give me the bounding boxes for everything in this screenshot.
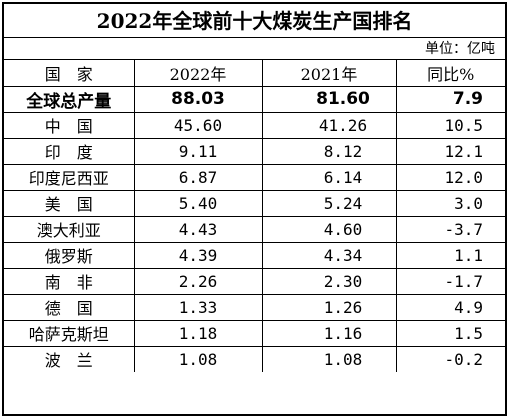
yoy-cell: -3.7 bbox=[396, 216, 505, 243]
value-2021-cell: 1.08 bbox=[262, 346, 397, 372]
yoy-cell: 1.5 bbox=[396, 320, 505, 347]
total-row: 全球总产量 88.03 81.60 7.9 bbox=[4, 86, 505, 113]
yoy-cell: 12.1 bbox=[396, 138, 505, 165]
total-name: 全球总产量 bbox=[4, 86, 135, 113]
table-row: 印 度 9.11 8.12 12.1 bbox=[4, 138, 505, 165]
value-2022-cell: 1.18 bbox=[134, 320, 263, 347]
total-2021: 81.60 bbox=[262, 86, 397, 113]
table-row: 中 国 45.60 41.26 10.5 bbox=[4, 112, 505, 139]
yoy-cell: 3.0 bbox=[396, 190, 505, 217]
table-row: 俄罗斯 4.39 4.34 1.1 bbox=[4, 242, 505, 269]
table-row: 印度尼西亚 6.87 6.14 12.0 bbox=[4, 164, 505, 191]
value-2022-cell: 5.40 bbox=[134, 190, 263, 217]
table-row: 德 国 1.33 1.26 4.9 bbox=[4, 294, 505, 321]
value-2021-cell: 1.16 bbox=[262, 320, 397, 347]
header-2022: 2022年 bbox=[134, 60, 263, 87]
yoy-cell: 1.1 bbox=[396, 242, 505, 269]
value-2021-cell: 6.14 bbox=[262, 164, 397, 191]
country-cell: 印度尼西亚 bbox=[4, 164, 135, 191]
unit-label: 单位：亿吨 bbox=[4, 38, 505, 60]
yoy-cell: -1.7 bbox=[396, 268, 505, 295]
value-2021-cell: 4.60 bbox=[262, 216, 397, 243]
country-cell: 美 国 bbox=[4, 190, 135, 217]
value-2022-cell: 9.11 bbox=[134, 138, 263, 165]
country-cell: 中 国 bbox=[4, 112, 135, 139]
country-cell: 德 国 bbox=[4, 294, 135, 321]
value-2021-cell: 2.30 bbox=[262, 268, 397, 295]
value-2022-cell: 4.43 bbox=[134, 216, 263, 243]
value-2021-cell: 4.34 bbox=[262, 242, 397, 269]
total-2022: 88.03 bbox=[134, 86, 263, 113]
table-title: 2022年全球前十大煤炭生产国排名 bbox=[4, 4, 505, 38]
yoy-cell: -0.2 bbox=[444, 349, 483, 369]
country-cell: 波 兰 bbox=[4, 346, 135, 372]
country-cell: 印 度 bbox=[4, 138, 135, 165]
value-2022-cell: 6.87 bbox=[134, 164, 263, 191]
header-2021: 2021年 bbox=[262, 60, 397, 87]
value-2021-cell: 41.26 bbox=[262, 112, 397, 139]
table-row: 南 非 2.26 2.30 -1.7 bbox=[4, 268, 505, 295]
value-2021-cell: 8.12 bbox=[262, 138, 397, 165]
total-yoy: 7.9 bbox=[396, 86, 505, 113]
yoy-cell: 10.5 bbox=[396, 112, 505, 139]
header-yoy: 同比% bbox=[396, 60, 505, 87]
header-row: 国 家 2022年 2021年 同比% bbox=[4, 60, 505, 87]
country-cell: 哈萨克斯坦 bbox=[4, 320, 135, 347]
table-row: 波 兰 1.08 1.08 -0.2 bbox=[4, 346, 505, 372]
value-2022-cell: 4.39 bbox=[134, 242, 263, 269]
yoy-cell: 12.0 bbox=[396, 164, 505, 191]
country-cell: 南 非 bbox=[4, 268, 135, 295]
value-2021-cell: 5.24 bbox=[262, 190, 397, 217]
table-row: 哈萨克斯坦 1.18 1.16 1.5 bbox=[4, 320, 505, 347]
coal-production-table: 国 家 2022年 2021年 同比% 全球总产量 88.03 81.60 7.… bbox=[4, 60, 505, 372]
header-country: 国 家 bbox=[4, 60, 135, 87]
value-2021-cell: 1.26 bbox=[262, 294, 397, 321]
table-row: 美 国 5.40 5.24 3.0 bbox=[4, 190, 505, 217]
country-cell: 俄罗斯 bbox=[4, 242, 135, 269]
table-row: 澳大利亚 4.43 4.60 -3.7 bbox=[4, 216, 505, 243]
value-2022-cell: 2.26 bbox=[134, 268, 263, 295]
value-2022-cell: 45.60 bbox=[134, 112, 263, 139]
coal-table-frame: 2022年全球前十大煤炭生产国排名 单位：亿吨 国 家 2022年 2021年 … bbox=[2, 2, 507, 416]
country-cell: 澳大利亚 bbox=[4, 216, 135, 243]
value-2022-cell: 1.33 bbox=[134, 294, 263, 321]
value-2022-cell: 1.08 bbox=[134, 346, 263, 372]
yoy-cell: 4.9 bbox=[396, 294, 505, 321]
